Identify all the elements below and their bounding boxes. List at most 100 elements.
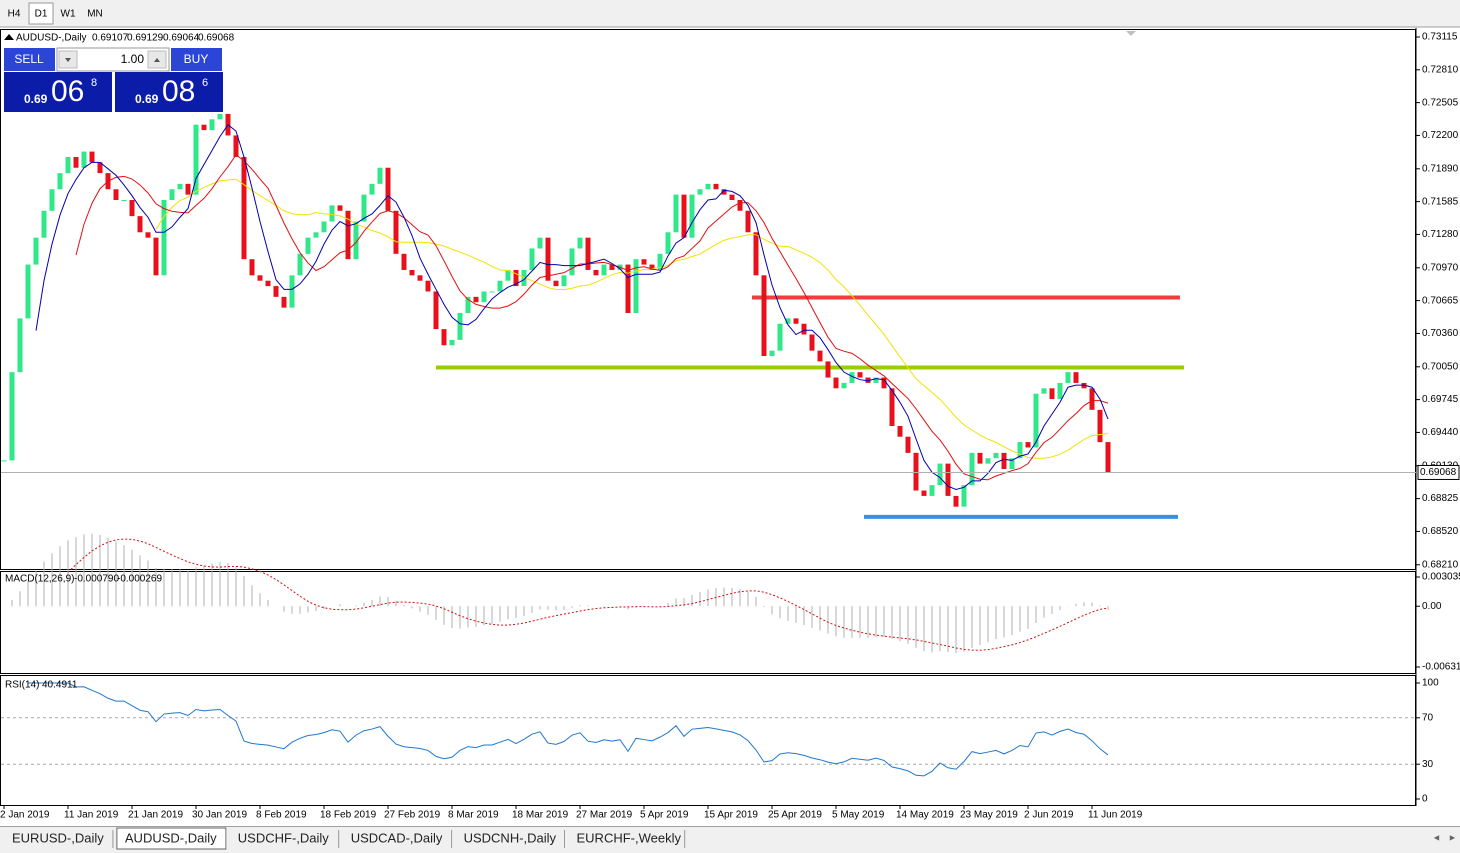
candle [177, 183, 183, 190]
candle [393, 210, 399, 254]
y-tick-label: 0.00 [1422, 601, 1442, 612]
candle [905, 436, 911, 453]
candle [1001, 452, 1007, 470]
collapse-icon[interactable] [4, 34, 14, 40]
price-sup: 8 [91, 77, 97, 89]
candle [809, 334, 815, 351]
candle [233, 135, 239, 157]
y-tick-label: -0.006311 [1422, 662, 1460, 673]
buy-label[interactable]: BUY [184, 52, 209, 66]
candle [737, 200, 743, 211]
y-tick-label: 0.73115 [1422, 32, 1458, 43]
tab[interactable]: EURUSD-,Daily [12, 830, 104, 845]
y-tick-label: 0.71890 [1422, 163, 1459, 174]
y-tick-label: 0.72505 [1422, 97, 1459, 108]
macd-value: -0.000269 [117, 574, 162, 585]
y-tick-label: 0.70360 [1422, 328, 1459, 339]
candle [441, 329, 447, 346]
candle [601, 264, 607, 276]
x-tick-label: 15 Apr 2019 [704, 810, 758, 821]
candle [961, 485, 967, 507]
timeframe-button[interactable]: D1 [35, 9, 48, 20]
candle [265, 280, 271, 287]
tab-scroll-left[interactable]: ◄ [1432, 832, 1441, 842]
y-tick-label: 0.70050 [1422, 361, 1459, 372]
candle [1017, 442, 1023, 459]
candle [945, 463, 951, 496]
candle [849, 372, 855, 383]
lots-up-icon [154, 58, 160, 62]
candle [473, 296, 479, 303]
candle [297, 253, 303, 276]
candle [409, 269, 415, 276]
candle [545, 237, 551, 281]
candle [721, 189, 727, 195]
timeframe-button[interactable]: H4 [8, 9, 21, 20]
tab[interactable]: EURCHF-,Weekly [577, 830, 682, 845]
candle [633, 259, 639, 313]
candle [1081, 382, 1087, 389]
x-tick-label: 11 Jun 2019 [1088, 810, 1143, 821]
y-tick-label: 0.70970 [1422, 262, 1459, 273]
candle [913, 452, 919, 491]
candle [649, 264, 655, 270]
y-tick-label: 0.69745 [1422, 394, 1459, 405]
candle [993, 452, 999, 459]
candle [769, 350, 775, 357]
candle [689, 194, 695, 238]
timeframe-button[interactable]: MN [87, 9, 103, 20]
candle [337, 205, 343, 211]
y-tick-label: 0.72810 [1422, 64, 1459, 75]
price-box[interactable] [115, 72, 223, 112]
candle [137, 216, 143, 233]
y-tick-label: 0.71585 [1422, 196, 1459, 207]
candle [745, 210, 751, 233]
candle [57, 173, 63, 190]
candle [953, 495, 959, 507]
sell-label[interactable]: SELL [14, 52, 44, 66]
candle [641, 259, 647, 265]
y-tick-label: 0.70665 [1422, 295, 1459, 306]
candle [577, 237, 583, 249]
candle [705, 183, 711, 190]
y-tick-label: 0 [1422, 794, 1428, 805]
candle [921, 490, 927, 496]
lots-value[interactable]: 1.00 [121, 52, 145, 66]
candle [1049, 388, 1055, 400]
candle [481, 291, 487, 303]
candle [273, 286, 279, 297]
candle [17, 318, 23, 373]
tab[interactable]: USDCNH-,Daily [464, 830, 557, 845]
price-box[interactable] [4, 72, 112, 112]
x-tick-label: 8 Mar 2019 [448, 810, 499, 821]
candle [353, 221, 359, 260]
candle [209, 119, 215, 131]
candle [657, 253, 663, 270]
timeframe-button[interactable]: W1 [61, 9, 76, 20]
candle [65, 156, 71, 174]
candle [1041, 388, 1047, 394]
ohlc-value: 0.69068 [198, 33, 235, 44]
price-big: 06 [51, 75, 84, 108]
tab[interactable]: AUDUSD-,Daily [125, 830, 217, 845]
candle [385, 167, 391, 211]
x-tick-label: 18 Feb 2019 [320, 810, 377, 821]
chart-title: AUDUSD-,Daily [16, 33, 87, 44]
lots-input[interactable] [56, 47, 170, 72]
tab-scroll-right[interactable]: ► [1448, 832, 1457, 842]
x-tick-label: 5 Apr 2019 [640, 810, 689, 821]
candle [881, 377, 887, 389]
candle [665, 232, 671, 254]
candle [257, 275, 263, 281]
candle [97, 162, 103, 174]
candle [1089, 388, 1095, 410]
candle [841, 382, 847, 389]
ohlc-value: 0.69064 [163, 33, 200, 44]
buy-button[interactable] [171, 48, 222, 71]
y-tick-label: 100 [1422, 678, 1439, 689]
x-tick-label: 5 May 2019 [832, 810, 885, 821]
sell-button[interactable] [4, 48, 55, 71]
tab[interactable]: USDCHF-,Daily [238, 830, 329, 845]
macd-signal [67, 538, 1109, 651]
tab[interactable]: USDCAD-,Daily [351, 830, 443, 845]
